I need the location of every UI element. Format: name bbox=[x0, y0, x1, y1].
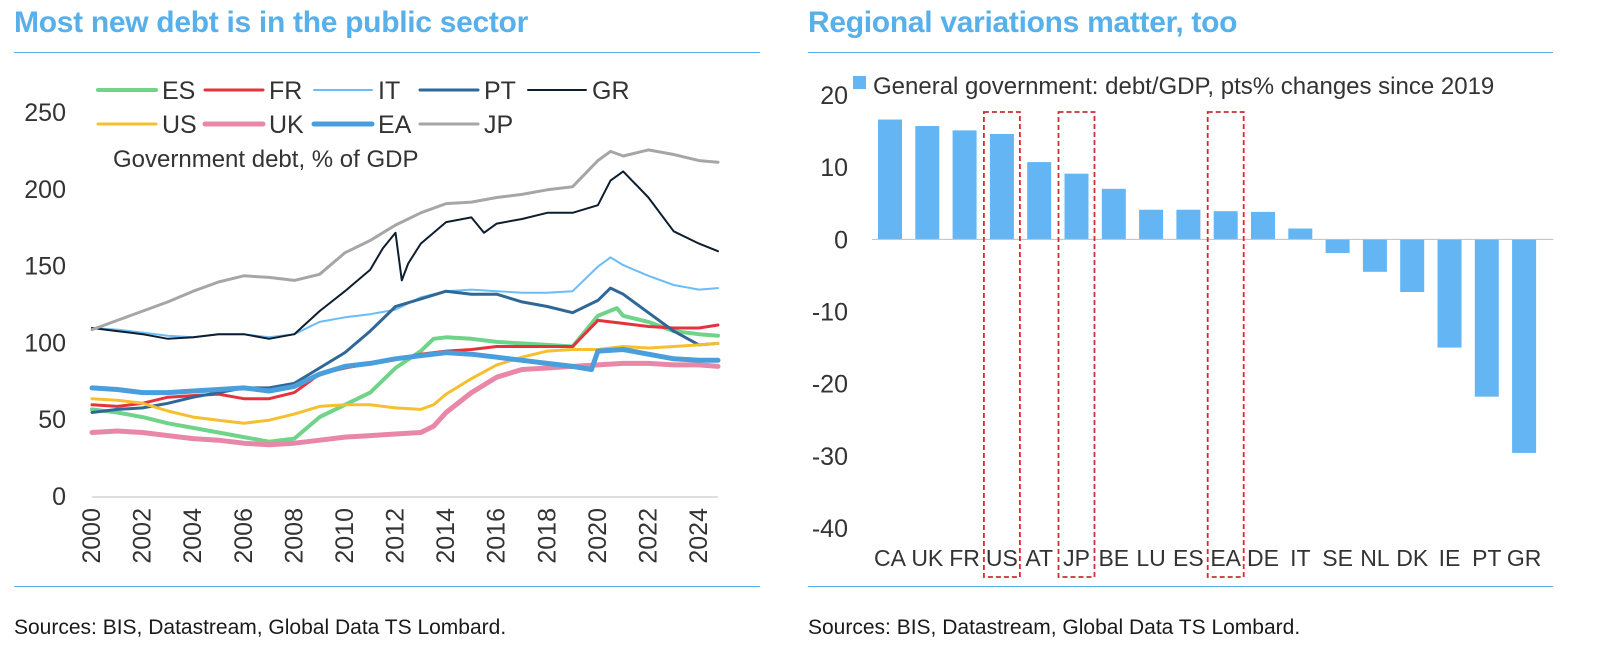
bar-pt bbox=[1474, 239, 1499, 397]
legend-label-jp: JP bbox=[484, 111, 513, 139]
x-tick-label: 2000 bbox=[78, 508, 106, 564]
x-tick-label-fr: FR bbox=[949, 545, 980, 571]
x-tick-label: 2006 bbox=[230, 508, 258, 564]
x-tick-label-jp: JP bbox=[1063, 545, 1090, 571]
x-tick-label-pt: PT bbox=[1472, 545, 1501, 571]
x-tick-label-be: BE bbox=[1098, 545, 1129, 571]
series-line-pt bbox=[90, 286, 720, 414]
right-source-note: Sources: BIS, Datastream, Global Data TS… bbox=[808, 616, 1301, 639]
x-tick-label-lu: LU bbox=[1136, 545, 1165, 571]
legend-label-ea: EA bbox=[378, 111, 412, 139]
y-tick-label: -40 bbox=[812, 515, 848, 543]
x-tick-label: 2020 bbox=[584, 508, 612, 564]
bar-it bbox=[1288, 228, 1313, 240]
x-tick-label: 2016 bbox=[483, 508, 511, 564]
bar-at bbox=[1027, 162, 1052, 240]
x-tick-label-dk: DK bbox=[1396, 545, 1429, 571]
y-tick-label: 200 bbox=[24, 176, 66, 204]
series-line-gr bbox=[91, 170, 719, 340]
legend-label-gr: GR bbox=[592, 77, 630, 105]
x-tick-label: 2022 bbox=[634, 508, 662, 564]
left-panel-title: Most new debt is in the public sector bbox=[14, 6, 528, 39]
bar-us bbox=[989, 133, 1014, 240]
legend-swatch bbox=[853, 76, 866, 89]
y-tick-label: -20 bbox=[812, 371, 848, 399]
y-tick-label: 100 bbox=[24, 329, 66, 357]
x-tick-label-at: AT bbox=[1025, 545, 1053, 571]
y-tick-label: 0 bbox=[52, 483, 66, 511]
y-tick-label: -30 bbox=[812, 443, 848, 471]
bar-fr bbox=[952, 130, 977, 240]
legend-label: General government: debt/GDP, pts% chang… bbox=[873, 73, 1494, 100]
bar-lu bbox=[1139, 209, 1164, 240]
x-tick-label-it: IT bbox=[1290, 545, 1310, 571]
x-tick-label-es: ES bbox=[1173, 545, 1204, 571]
highlight-box-us bbox=[982, 111, 1021, 578]
x-tick-label-nl: NL bbox=[1360, 545, 1390, 571]
x-tick-label-gr: GR bbox=[1507, 545, 1542, 571]
y-tick-label: 50 bbox=[38, 406, 66, 434]
legend-label-us: US bbox=[162, 111, 197, 139]
series-line-us bbox=[90, 341, 720, 425]
x-tick-label-ea: EA bbox=[1210, 545, 1241, 571]
highlight-box-ea bbox=[1206, 111, 1245, 578]
legend-label-uk: UK bbox=[269, 111, 304, 139]
legend-label-it: IT bbox=[378, 77, 400, 105]
x-tick-label: 2004 bbox=[179, 508, 207, 564]
bar-gr bbox=[1512, 239, 1537, 453]
legend-label-es: ES bbox=[162, 77, 195, 105]
bar-se bbox=[1325, 239, 1350, 254]
x-tick-label-ie: IE bbox=[1439, 545, 1461, 571]
left-footer-rule bbox=[14, 586, 760, 587]
x-tick-label: 2014 bbox=[432, 508, 460, 564]
bar-ea bbox=[1213, 211, 1238, 240]
right-panel-title: Regional variations matter, too bbox=[808, 6, 1238, 39]
bar-dk bbox=[1400, 239, 1425, 293]
series-line-es bbox=[90, 306, 720, 444]
bar-uk bbox=[915, 126, 940, 240]
line-chart: 0 50 100 150 200 250 2000 2002 2004 2006 2008 2010 2… bbox=[24, 77, 721, 564]
x-tick-label-ca: CA bbox=[874, 545, 907, 571]
bar-de bbox=[1251, 211, 1275, 240]
chart-annotation: Government debt, % of GDP bbox=[113, 146, 418, 173]
bar-nl bbox=[1362, 239, 1387, 272]
left-source-note: Sources: BIS, Datastream, Global Data TS… bbox=[14, 616, 507, 639]
series-line-ea bbox=[89, 347, 721, 396]
series-line-jp bbox=[90, 148, 720, 332]
right-title-rule bbox=[808, 52, 1553, 53]
bar-be bbox=[1101, 188, 1126, 240]
x-tick-label: 2002 bbox=[129, 508, 157, 564]
bar-ie bbox=[1437, 239, 1462, 348]
bar-jp bbox=[1064, 173, 1089, 240]
x-tick-label: 2024 bbox=[685, 508, 713, 564]
bar-ca bbox=[878, 119, 902, 240]
bar-chart: 20 10 0 -10 -20 -30 -40 CA UK FR US AT JP BE LU ES EA DE I… bbox=[812, 73, 1554, 578]
x-tick-label-us: US bbox=[986, 545, 1018, 571]
left-title-rule bbox=[14, 52, 760, 53]
y-tick-label: 150 bbox=[24, 253, 66, 281]
y-tick-label: -10 bbox=[812, 299, 848, 327]
series-line-uk bbox=[89, 360, 721, 448]
legend-label-pt: PT bbox=[484, 77, 516, 105]
right-footer-rule bbox=[808, 586, 1553, 587]
x-tick-label: 2010 bbox=[331, 508, 359, 564]
x-tick-label-se: SE bbox=[1322, 545, 1353, 571]
highlight-box-jp bbox=[1057, 111, 1096, 578]
bar-es bbox=[1176, 209, 1201, 240]
y-tick-label: 250 bbox=[24, 99, 66, 127]
x-tick-label-uk: UK bbox=[911, 545, 944, 571]
x-tick-label: 2008 bbox=[280, 508, 308, 564]
y-tick-label: 0 bbox=[834, 226, 848, 254]
y-tick-label: 10 bbox=[820, 154, 848, 182]
x-tick-label: 2012 bbox=[382, 508, 410, 564]
legend-label-fr: FR bbox=[269, 77, 302, 105]
x-tick-label: 2018 bbox=[533, 508, 561, 564]
x-tick-label-de: DE bbox=[1247, 545, 1279, 571]
y-tick-label: 20 bbox=[820, 82, 848, 110]
